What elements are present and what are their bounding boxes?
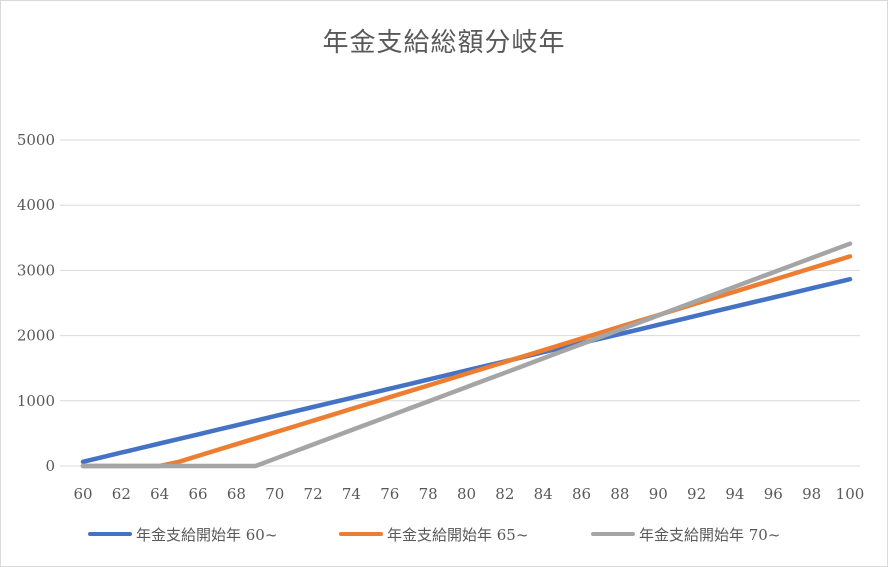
x-tick-label: 68 <box>227 485 246 503</box>
x-tick-label: 62 <box>112 485 131 503</box>
x-tick-label: 80 <box>457 485 476 503</box>
y-tick-label: 2000 <box>17 327 55 345</box>
x-tick-label: 74 <box>342 485 361 503</box>
gridlines <box>60 139 860 467</box>
x-tick-label: 84 <box>534 485 553 503</box>
x-tick-label: 92 <box>687 485 706 503</box>
x-tick-label: 96 <box>764 485 783 503</box>
x-tick-label: 98 <box>802 485 821 503</box>
y-tick-label: 4000 <box>17 196 55 214</box>
y-tick-label: 1000 <box>17 392 55 410</box>
y-tick-labels: 0 1000 2000 3000 4000 5000 <box>17 131 55 475</box>
x-tick-label: 76 <box>380 485 399 503</box>
x-tick-label: 70 <box>265 485 284 503</box>
y-tick-label: 5000 <box>17 131 55 149</box>
series-line-2[interactable] <box>80 241 853 469</box>
x-tick-label: 72 <box>304 485 323 503</box>
x-tick-label: 82 <box>495 485 514 503</box>
legend-swatch-60 <box>88 532 132 536</box>
x-tick-label: 66 <box>189 485 208 503</box>
x-tick-label: 88 <box>610 485 629 503</box>
legend-item-60[interactable]: 年金支給開始年 60~ <box>88 522 277 546</box>
x-tick-label: 60 <box>73 485 92 503</box>
y-tick-label: 0 <box>45 457 55 475</box>
y-tick-label: 3000 <box>17 261 55 279</box>
series-lines <box>80 241 853 469</box>
legend-label-60: 年金支給開始年 60~ <box>136 525 278 544</box>
chart-title: 年金支給総額分岐年 <box>322 28 566 58</box>
x-tick-label: 78 <box>419 485 438 503</box>
x-tick-label: 86 <box>572 485 591 503</box>
legend-item-65[interactable]: 年金支給開始年 65~ <box>339 522 528 546</box>
x-tick-label: 94 <box>725 485 744 503</box>
legend-swatch-65 <box>339 532 383 536</box>
series-line-0[interactable] <box>80 276 853 465</box>
legend-item-70[interactable]: 年金支給開始年 70~ <box>591 522 780 546</box>
x-tick-label: 90 <box>649 485 668 503</box>
legend: 年金支給開始年 60~ 年金支給開始年 65~ 年金支給開始年 70~ <box>0 522 888 546</box>
series-line-1[interactable] <box>80 254 853 469</box>
x-tick-labels: 60 62 64 66 68 70 72 74 76 78 80 82 84 86 88 90 92 94 96 98… <box>73 485 864 503</box>
x-tick-label: 100 <box>836 485 865 503</box>
legend-swatch-70 <box>591 532 635 536</box>
x-tick-label: 64 <box>150 485 169 503</box>
legend-label-70: 年金支給開始年 70~ <box>639 525 781 544</box>
legend-label-65: 年金支給開始年 65~ <box>387 525 529 544</box>
